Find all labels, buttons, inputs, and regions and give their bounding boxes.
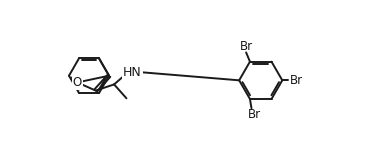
Text: Br: Br <box>290 74 303 87</box>
Text: O: O <box>73 76 82 89</box>
Text: HN: HN <box>123 66 142 79</box>
Text: Br: Br <box>248 108 261 121</box>
Text: Br: Br <box>239 40 253 53</box>
